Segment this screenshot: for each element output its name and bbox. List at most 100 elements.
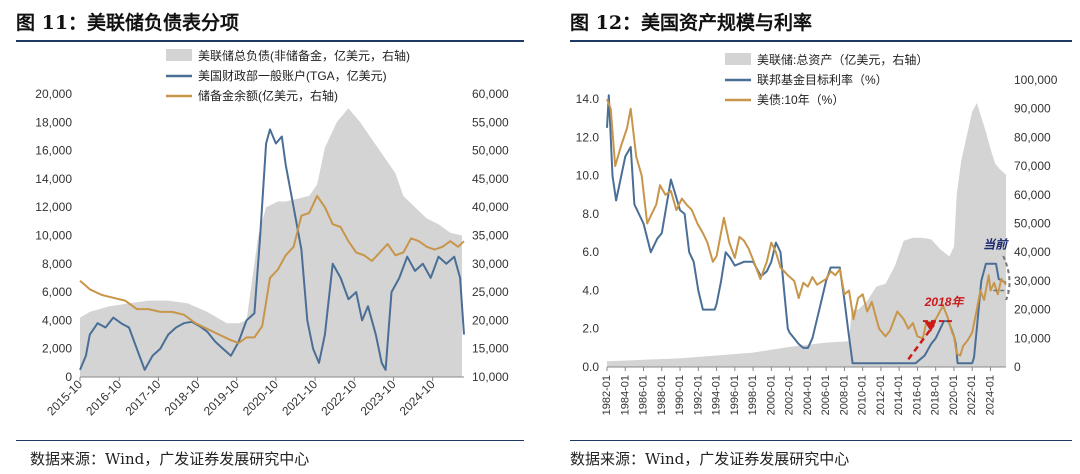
- x-tick-label: 2023-10: [358, 377, 399, 418]
- x-tick-label: 2024-01: [984, 375, 996, 415]
- legend-label: 美国财政部一般账户(TGA，亿美元): [198, 68, 387, 83]
- y-left-tick-label: 2.0: [582, 322, 599, 336]
- x-tick-label: 2014-01: [893, 375, 905, 415]
- y-left-tick-label: 0: [65, 370, 72, 384]
- x-tick-label: 2020-01: [948, 375, 960, 415]
- x-tick-label: 2020-10: [240, 377, 281, 418]
- y-right-tick-label: 50,000: [1014, 217, 1051, 231]
- x-tick-label: 2018-10: [162, 377, 203, 418]
- x-tick-label: 2018-01: [930, 375, 942, 415]
- x-tick-label: 1988-01: [656, 375, 668, 415]
- legend-label: 储备金余额(亿美元，右轴): [198, 88, 338, 103]
- x-tick-label: 2022-10: [318, 377, 359, 418]
- title-rule: [16, 40, 524, 42]
- figure-12-title: 图 12：美国资产规模与利率: [570, 12, 813, 34]
- x-tick-label: 2024-10: [397, 377, 438, 418]
- x-tick-label: 1996-01: [729, 375, 741, 415]
- x-tick-label: 1992-01: [692, 375, 704, 415]
- figure-12: 图 12：美国资产规模与利率 0.0 2.0 4.0 6.0 8.0 10.0 12.0 14…: [560, 0, 1080, 474]
- source-rule: [570, 440, 1072, 441]
- annotation-current-label: 当前: [983, 237, 1009, 251]
- y-right-tick-label: 0: [1014, 360, 1021, 374]
- x-tick-label: 2017-10: [122, 377, 163, 418]
- y-left-tick-label: 6,000: [42, 285, 72, 299]
- legend-label: 美债:10年（%）: [757, 93, 844, 107]
- legend-swatch: [166, 49, 192, 61]
- y-left-tick-label: 4.0: [582, 283, 599, 297]
- chart-fed-assets-rates: 0.0 2.0 4.0 6.0 8.0 10.0 12.0 14.0 0 10,000 20,000…: [576, 52, 1058, 415]
- y-right-tick-label: 20,000: [472, 313, 509, 327]
- y-left-tick-label: 8,000: [42, 257, 72, 271]
- y-right-tick-label: 70,000: [1014, 159, 1051, 173]
- legend-label: 联邦基金目标利率（%）: [757, 72, 888, 87]
- y-left-tick-label: 0.0: [582, 360, 599, 374]
- y-right-tick-label: 60,000: [472, 87, 509, 101]
- series-line-2: [606, 98, 1007, 357]
- x-tick-label: 2004-01: [802, 375, 814, 415]
- x-tick-label: 2016-10: [83, 377, 124, 418]
- y-left-tick-label: 18,000: [35, 115, 72, 129]
- figure-12-source: 数据来源：Wind，广发证券发展研究中心: [570, 450, 850, 468]
- y-right-tick-label: 90,000: [1014, 102, 1051, 116]
- legend-swatch: [725, 53, 751, 65]
- y-left-tick-label: 6.0: [582, 245, 599, 259]
- x-tick-label: 2000-01: [765, 375, 777, 415]
- y-left-tick-label: 12.0: [576, 130, 600, 144]
- legend-label: 美联储总负债(非储备金，亿美元，右轴): [198, 48, 410, 63]
- title-rule: [570, 40, 1072, 42]
- series-area-0: [80, 108, 462, 377]
- y-left-tick-label: 8.0: [582, 207, 599, 221]
- figure-11-source: 数据来源：Wind，广发证券发展研究中心: [30, 450, 310, 468]
- y-right-tick-label: 35,000: [472, 229, 509, 243]
- x-tick-label: 2021-10: [279, 377, 320, 418]
- y-left-tick-label: 14,000: [35, 172, 72, 186]
- y-left-tick-label: 12,000: [35, 200, 72, 214]
- annotation-current-arrow: [1002, 255, 1011, 301]
- x-tick-label: 2022-01: [966, 375, 978, 415]
- y-right-tick-label: 80,000: [1014, 130, 1051, 144]
- x-tick-label: 2010-01: [857, 375, 869, 415]
- x-tick-label: 1984-01: [619, 375, 631, 415]
- annotation-arrowhead-2018: [924, 321, 936, 332]
- y-left-tick-label: 2,000: [42, 342, 72, 356]
- y-right-tick-label: 45,000: [472, 172, 509, 186]
- x-tick-label: 1994-01: [711, 375, 723, 415]
- y-right-tick-label: 20,000: [1014, 303, 1051, 317]
- y-left-tick-label: 10,000: [35, 229, 72, 243]
- y-right-tick-label: 40,000: [1014, 245, 1051, 259]
- x-tick-label: 2012-01: [875, 375, 887, 415]
- y-left-tick-label: 4,000: [42, 313, 72, 327]
- y-right-tick-label: 15,000: [472, 342, 509, 356]
- x-tick-label: 2006-01: [820, 375, 832, 415]
- series-line-1: [79, 128, 465, 371]
- source-rule: [16, 440, 524, 441]
- y-right-tick-label: 60,000: [1014, 188, 1051, 202]
- y-right-tick-label: 25,000: [472, 285, 509, 299]
- y-right-tick-label: 10,000: [472, 370, 509, 384]
- annotation-2018-label: 2018年: [924, 295, 966, 309]
- series-area-0: [607, 103, 1006, 367]
- y-right-tick-label: 55,000: [472, 115, 509, 129]
- y-right-tick-label: 50,000: [472, 144, 509, 158]
- y-right-tick-label: 30,000: [472, 257, 509, 271]
- y-right-tick-label: 100,000: [1014, 73, 1058, 87]
- x-tick-label: 1986-01: [638, 375, 650, 415]
- chart-fed-liabilities: 0 2,000 4,000 6,000 8,000 10,000 12,000 14,000 1…: [35, 48, 509, 418]
- x-tick-label: 1990-01: [674, 375, 686, 415]
- y-right-tick-label: 10,000: [1014, 331, 1051, 345]
- y-right-tick-label: 40,000: [472, 200, 509, 214]
- y-left-tick-label: 20,000: [35, 87, 72, 101]
- x-tick-label: 2002-01: [784, 375, 796, 415]
- y-left-tick-label: 16,000: [35, 144, 72, 158]
- figure-11-title: 图 11：美联储负债表分项: [16, 12, 240, 34]
- y-left-tick-label: 14.0: [576, 92, 600, 106]
- legend-label: 美联储:总资产（亿美元，右轴）: [757, 52, 928, 67]
- x-tick-label: 1982-01: [601, 375, 613, 415]
- x-tick-label: 2008-01: [838, 375, 850, 415]
- x-tick-label: 2016-01: [911, 375, 923, 415]
- figure-11: 图 11：美联储负债表分项 0 2,000 4,000 6,000 8,000 10,00…: [16, 12, 524, 468]
- y-right-tick-label: 30,000: [1014, 274, 1051, 288]
- x-tick-label: 1998-01: [747, 375, 759, 415]
- x-tick-label: 2019-10: [201, 377, 242, 418]
- y-left-tick-label: 10.0: [576, 169, 600, 183]
